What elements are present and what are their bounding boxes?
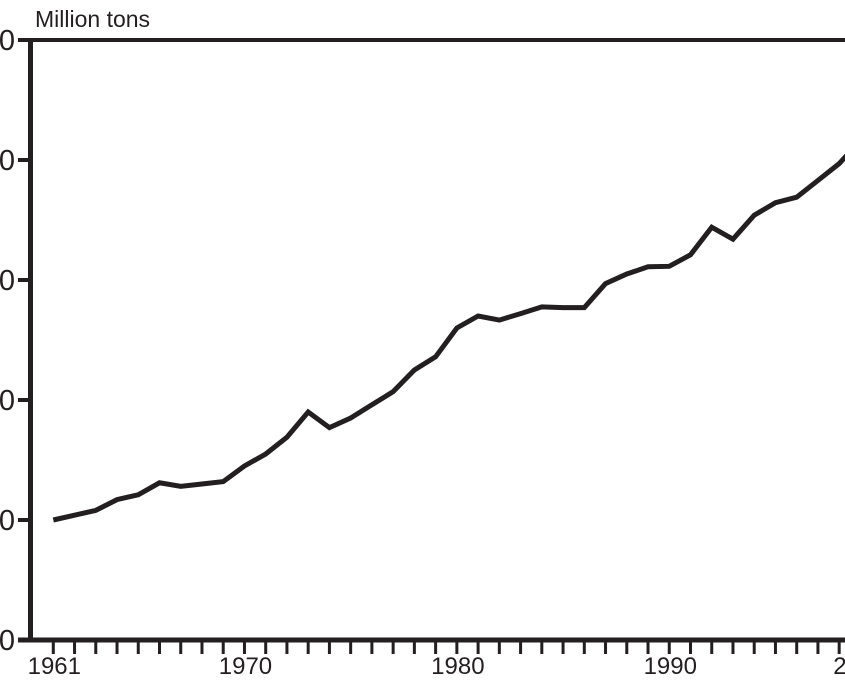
y-axis-tick-label: 0 xyxy=(0,145,15,177)
y-axis-labels: 0 0 0 0 0 0 xyxy=(0,25,15,657)
axes xyxy=(18,38,845,643)
x-axis-labels: 1961 1970 1980 1990 2000 xyxy=(28,653,845,680)
y-axis-tick-label: 0 xyxy=(0,625,15,657)
x-axis-tick-label: 1980 xyxy=(431,653,484,680)
y-axis-tick-label: 0 xyxy=(0,25,15,57)
y-axis-tick-label: 0 xyxy=(0,385,15,417)
x-axis-tick-label: 2000 xyxy=(833,653,845,680)
x-axis-ticks xyxy=(51,640,841,654)
x-axis-tick-label: 1970 xyxy=(219,653,272,680)
data-line xyxy=(52,153,845,523)
y-axis-tick-label: 0 xyxy=(0,265,15,297)
x-axis-tick-label: 1990 xyxy=(644,653,697,680)
x-axis-tick-label: 1961 xyxy=(28,653,81,680)
y-axis-title: Million tons xyxy=(35,6,150,32)
y-axis-ticks xyxy=(18,38,30,642)
y-axis-tick-label: 0 xyxy=(0,505,15,537)
